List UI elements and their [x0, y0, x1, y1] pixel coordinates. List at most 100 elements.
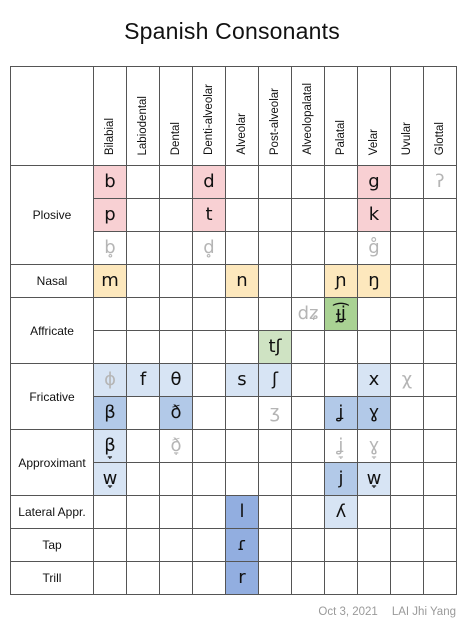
- phoneme-cell: [225, 429, 259, 463]
- phoneme-cell: w̞: [93, 462, 127, 496]
- phoneme-cell: [357, 495, 391, 529]
- phoneme-cell: [423, 198, 457, 232]
- phoneme-cell: ʃ: [258, 363, 292, 397]
- phoneme-cell: [423, 429, 457, 463]
- phoneme-cell: [225, 330, 259, 364]
- col-header: Denti-alveolar: [192, 66, 226, 166]
- phoneme-cell: [159, 297, 193, 331]
- phoneme-cell: [192, 396, 226, 430]
- manner-label: Fricative: [10, 363, 94, 430]
- phoneme-cell: g̊: [357, 231, 391, 265]
- col-header-label: Uvular: [401, 121, 413, 155]
- col-header-label: Post-alveolar: [269, 87, 281, 155]
- phoneme-cell: [159, 264, 193, 298]
- phoneme-cell: t: [192, 198, 226, 232]
- col-header-label: Palatal: [335, 119, 347, 155]
- phoneme-cell: [390, 495, 424, 529]
- phoneme-cell: [93, 528, 127, 562]
- phoneme-cell: [126, 264, 160, 298]
- phoneme-cell: [93, 561, 127, 595]
- col-header-label: Dental: [170, 121, 182, 155]
- phoneme-cell: [159, 231, 193, 265]
- phoneme-cell: [126, 561, 160, 595]
- phoneme-cell: [225, 198, 259, 232]
- phoneme-cell: [357, 297, 391, 331]
- phoneme-cell: k: [357, 198, 391, 232]
- col-header: Glottal: [423, 66, 457, 166]
- phoneme-cell: [192, 330, 226, 364]
- footer-author: LAI Jhi Yang: [391, 606, 456, 618]
- phoneme-cell: [126, 297, 160, 331]
- phoneme-cell: [225, 231, 259, 265]
- table-row: Fricative ɸ f θ s ʃ x χ: [10, 363, 457, 430]
- phoneme-cell: f: [126, 363, 160, 397]
- phoneme-cell: [126, 396, 160, 430]
- phoneme-cell: n: [225, 264, 259, 298]
- phoneme-cell: [126, 495, 160, 529]
- phoneme-cell: [423, 231, 457, 265]
- phoneme-cell: b̥: [93, 231, 127, 265]
- phoneme-cell: [423, 264, 457, 298]
- phoneme-cell: [159, 495, 193, 529]
- table-row: Approximant β̞ ð̞ ʝ̞ ɣ̞: [10, 429, 457, 496]
- table-row: Tap ɾ: [10, 528, 457, 562]
- manner-label: Trill: [10, 561, 94, 595]
- phoneme-cell: ʔ: [423, 165, 457, 199]
- phoneme-cell: [390, 264, 424, 298]
- phoneme-cell: [324, 561, 358, 595]
- phoneme-cell: [423, 330, 457, 364]
- phoneme-cell: [159, 330, 193, 364]
- phoneme-cell: [126, 429, 160, 463]
- phoneme-cell: g: [357, 165, 391, 199]
- col-header: Uvular: [390, 66, 424, 166]
- col-header-label: Labiodental: [137, 95, 149, 155]
- col-header-label: Glottal: [434, 121, 446, 155]
- phoneme-cell: ʝ: [324, 396, 358, 430]
- phoneme-cell: ʎ: [324, 495, 358, 529]
- phoneme-cell: [159, 165, 193, 199]
- phoneme-cell: tʃ: [258, 330, 292, 364]
- phoneme-cell: ɟ͡ʝ: [324, 297, 358, 331]
- col-header-label: Denti-alveolar: [203, 84, 215, 155]
- phoneme-cell: [291, 363, 325, 397]
- col-header: Velar: [357, 66, 391, 166]
- table-row: Nasal m n ɲ ŋ: [10, 264, 457, 298]
- phoneme-cell: j: [324, 462, 358, 496]
- phoneme-cell: [324, 231, 358, 265]
- phoneme-cell: ʒ: [258, 396, 292, 430]
- phoneme-cell: [291, 462, 325, 496]
- phoneme-cell: [291, 495, 325, 529]
- phoneme-cell: [423, 528, 457, 562]
- col-header: Alveolopalatal: [291, 66, 325, 166]
- phoneme-cell: l: [225, 495, 259, 529]
- col-header: Alveolar: [225, 66, 259, 166]
- table-body: Plosive b d g ʔ p t k b̥ d̥ g̊ Nasal m n ɲ ŋ Affricate dʑ…: [10, 165, 457, 595]
- phoneme-cell: [192, 528, 226, 562]
- phoneme-cell: [126, 165, 160, 199]
- phoneme-cell: [390, 429, 424, 463]
- manner-label: Nasal: [10, 264, 94, 298]
- phoneme-cell: ɣ̞: [357, 429, 391, 463]
- col-header-label: Alveolar: [236, 113, 248, 155]
- phoneme-cell: x: [357, 363, 391, 397]
- phoneme-cell: [291, 264, 325, 298]
- phoneme-cell: ð: [159, 396, 193, 430]
- corner-cell: [10, 66, 94, 166]
- phoneme-cell: [423, 363, 457, 397]
- column-header-row: Bilabial Labiodental Dental Denti-alveol…: [10, 66, 457, 166]
- phoneme-cell: [324, 528, 358, 562]
- consonant-table: Bilabial Labiodental Dental Denti-alveol…: [10, 66, 457, 595]
- phoneme-cell: [93, 495, 127, 529]
- phoneme-cell: ʝ̞: [324, 429, 358, 463]
- phoneme-cell: [423, 396, 457, 430]
- phoneme-cell: [390, 396, 424, 430]
- phoneme-cell: [324, 198, 358, 232]
- phoneme-cell: [225, 297, 259, 331]
- phoneme-cell: [258, 528, 292, 562]
- phoneme-cell: [390, 297, 424, 331]
- phoneme-cell: [159, 198, 193, 232]
- phoneme-cell: [192, 363, 226, 397]
- table-row: Plosive b d g ʔ: [10, 165, 457, 265]
